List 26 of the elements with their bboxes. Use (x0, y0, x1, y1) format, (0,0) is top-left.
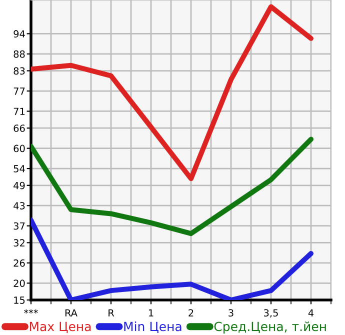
x-tick-label: *** (24, 309, 38, 314)
x-tick-label: 4 (308, 309, 314, 316)
y-tick-label: 88 (14, 50, 25, 58)
legend-label: Min Цена (124, 322, 182, 333)
x-tick-label: 3,5 (264, 309, 278, 318)
x-tick-label: 1 (148, 309, 154, 316)
y-tick-label: 66 (14, 124, 25, 132)
x-tick-label: RA (65, 309, 78, 316)
legend-label: Max Цена (30, 322, 91, 333)
y-tick-label: 32 (14, 239, 24, 247)
legend-label: Сред.Цена, т.йен (214, 322, 326, 334)
y-tick-label: 71 (14, 108, 25, 115)
y-tick-label: 49 (14, 182, 25, 190)
y-tick-label: 26 (14, 259, 25, 267)
y-tick-label: 83 (14, 67, 25, 75)
x-tick-label: 3 (228, 309, 234, 317)
x-tick-label: R (108, 309, 114, 316)
y-tick-label: 37 (14, 222, 25, 230)
y-tick-label: 60 (14, 144, 25, 152)
y-tick-label: 54 (14, 165, 25, 172)
y-tick-label: 94 (14, 30, 25, 38)
y-tick-label: 77 (14, 88, 25, 95)
y-tick-label: 43 (14, 202, 25, 210)
x-tick-label: 2 (188, 309, 194, 316)
y-tick-label: 20 (14, 280, 25, 287)
y-tick-label: 15 (14, 296, 25, 304)
